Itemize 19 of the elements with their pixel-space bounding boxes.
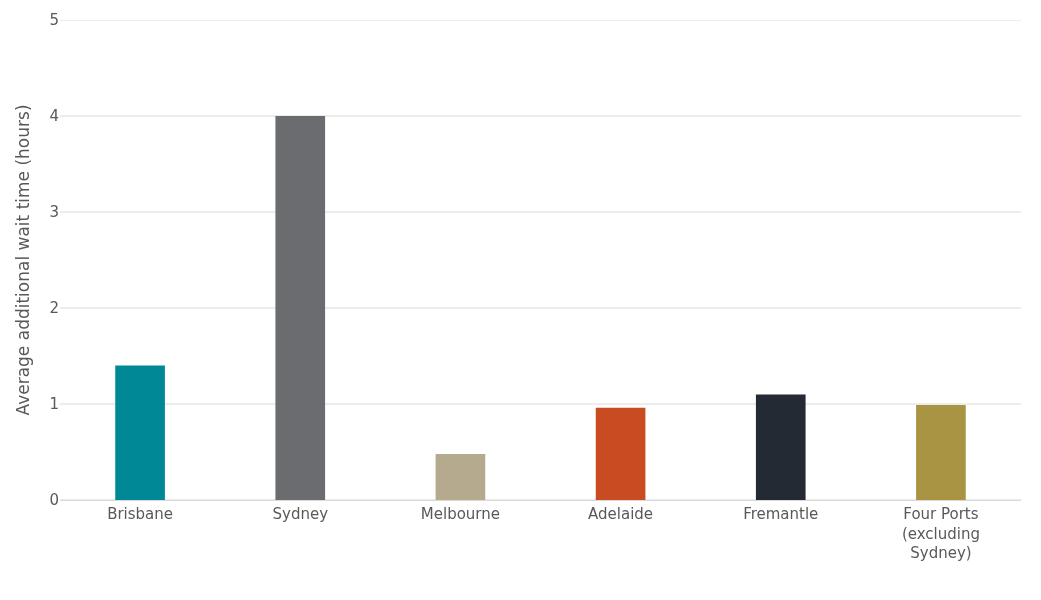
x-tick-label: Adelaide [588, 505, 654, 523]
bar [435, 453, 486, 500]
y-tick-label: 5 [49, 11, 59, 30]
x-tick-label: Sydney [272, 505, 329, 523]
bar [595, 407, 646, 500]
x-tick-label: Four Ports (excluding Sydney) [901, 505, 980, 562]
x-tick-label: Melbourne [420, 505, 501, 523]
bar [115, 365, 165, 500]
y-tick-label: 1 [49, 395, 59, 414]
y-axis-title: Average additional wait time (hours) [13, 104, 33, 416]
y-tick-label: 4 [49, 107, 59, 126]
x-tick-label: Brisbane [107, 505, 174, 523]
y-tick-label: 2 [49, 299, 59, 318]
x-tick-label: Fremantle [743, 505, 819, 523]
y-tick-label: 3 [49, 203, 59, 222]
bar [916, 404, 966, 500]
bar [755, 394, 806, 500]
y-tick-label: 0 [49, 491, 59, 510]
bar [275, 116, 326, 500]
